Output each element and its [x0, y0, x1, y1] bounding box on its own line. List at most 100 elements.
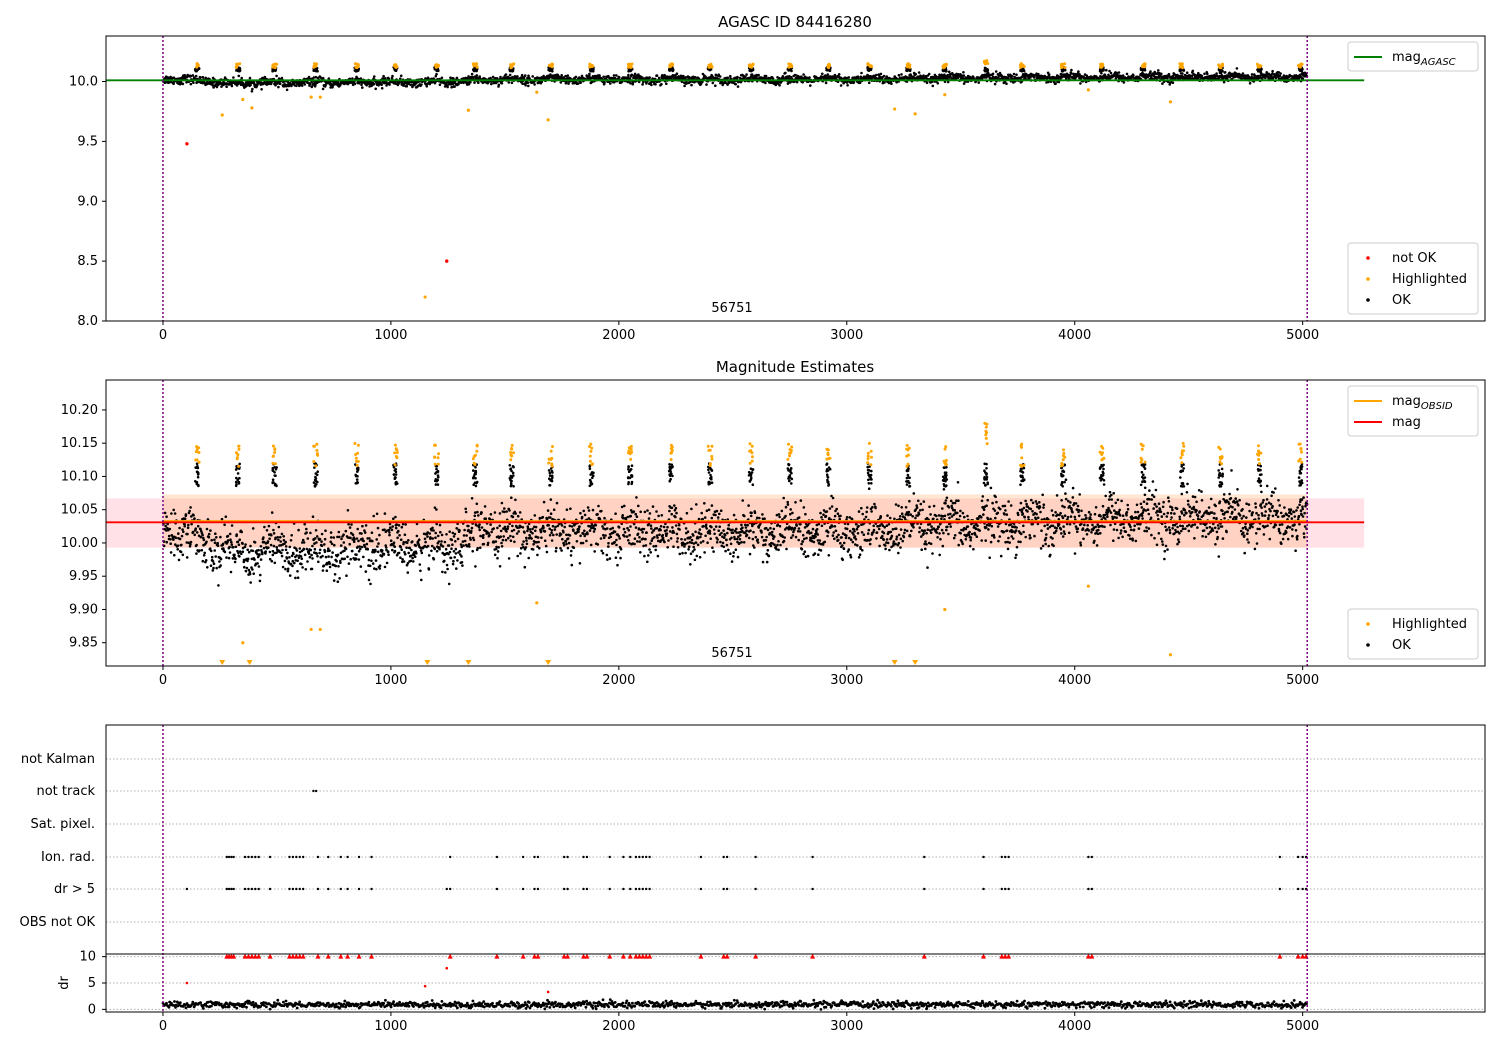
ok-point — [609, 535, 613, 539]
ok-point — [186, 532, 189, 536]
ok-point — [562, 530, 565, 534]
ok-point — [388, 533, 391, 537]
ok-point — [324, 555, 328, 559]
ok-point — [467, 528, 470, 532]
ok-point — [377, 542, 380, 545]
ok-point — [927, 72, 931, 76]
ok-point — [258, 579, 262, 583]
ok-point — [364, 570, 368, 573]
ok-point — [399, 538, 403, 541]
ok-point — [875, 73, 878, 77]
ok-point — [539, 530, 543, 534]
ok-point — [233, 560, 237, 564]
ok-point — [633, 72, 637, 76]
ok-point — [809, 84, 812, 87]
highlighted-point — [747, 63, 751, 67]
highlighted-point — [313, 62, 316, 66]
x-tick-label: 2000 — [602, 328, 635, 343]
ok-point — [201, 76, 205, 79]
ok-point — [172, 508, 175, 512]
highlighted-point — [195, 65, 199, 69]
ok-point — [246, 548, 249, 552]
ok-point — [295, 554, 299, 557]
ok-point — [331, 86, 334, 89]
highlighted-point — [271, 65, 275, 69]
ok-point — [524, 83, 527, 87]
ok-point — [438, 83, 442, 86]
ok-point — [342, 82, 346, 86]
ok-point — [349, 557, 353, 561]
ok-point — [821, 72, 824, 76]
ok-point — [694, 76, 697, 79]
ok-point — [407, 82, 411, 86]
ok-point — [353, 82, 357, 86]
ok-point — [489, 523, 492, 526]
ok-point — [503, 507, 506, 510]
ok-point — [588, 529, 592, 532]
ok-point — [202, 554, 206, 557]
ok-point — [482, 533, 485, 537]
ok-point — [267, 524, 271, 528]
ok-point — [512, 528, 516, 532]
ok-point — [228, 551, 232, 554]
ok-point — [356, 527, 360, 531]
ok-point — [311, 544, 314, 548]
ok-point — [654, 83, 657, 86]
ok-point — [537, 540, 540, 544]
ok-point — [351, 549, 354, 553]
ok-point — [241, 542, 244, 545]
ok-point — [436, 534, 440, 538]
ok-point — [178, 82, 182, 86]
ok-point — [193, 517, 196, 520]
ok-point — [435, 508, 438, 511]
ok-point — [368, 537, 371, 540]
legend-swatch — [1366, 277, 1370, 281]
highlighted-point — [273, 65, 277, 69]
ok-point — [337, 565, 340, 568]
ok-point — [704, 76, 708, 80]
ok-point — [453, 556, 457, 559]
ok-point — [333, 543, 336, 547]
ok-point — [370, 531, 374, 534]
ok-point — [511, 535, 515, 539]
highlighted-point — [235, 62, 239, 66]
ok-point — [346, 555, 349, 559]
ok-point — [757, 73, 760, 77]
ok-point — [376, 526, 380, 530]
ok-point — [750, 73, 754, 76]
ok-point — [498, 565, 502, 568]
ok-point — [469, 538, 472, 541]
ok-point — [322, 564, 326, 567]
ok-point — [947, 70, 951, 74]
ok-point — [253, 541, 257, 544]
ok-point — [165, 540, 169, 544]
ok-point — [303, 83, 307, 86]
ok-point — [470, 72, 474, 76]
ok-point — [272, 528, 275, 532]
ok-point — [615, 74, 618, 77]
ok-point — [470, 526, 474, 530]
ok-point — [645, 82, 648, 85]
ok-point — [205, 527, 209, 531]
ok-point — [227, 556, 231, 560]
ok-point — [198, 549, 201, 552]
ok-point — [858, 81, 862, 84]
ok-point — [764, 81, 767, 85]
ok-point — [452, 77, 455, 80]
ok-point — [597, 504, 600, 508]
ok-point — [232, 76, 235, 79]
ok-point — [603, 516, 606, 520]
ok-point — [371, 539, 374, 543]
ok-point — [580, 74, 584, 78]
ok-point — [527, 74, 530, 78]
highlighted-point — [309, 95, 313, 99]
ok-point — [299, 555, 303, 558]
ok-point — [585, 539, 588, 543]
ok-point — [225, 556, 228, 559]
ok-point — [559, 533, 563, 536]
ok-point — [314, 83, 317, 87]
ok-point — [216, 541, 219, 545]
ok-point — [378, 533, 381, 537]
ok-point — [564, 81, 568, 85]
ok-point — [329, 536, 333, 539]
